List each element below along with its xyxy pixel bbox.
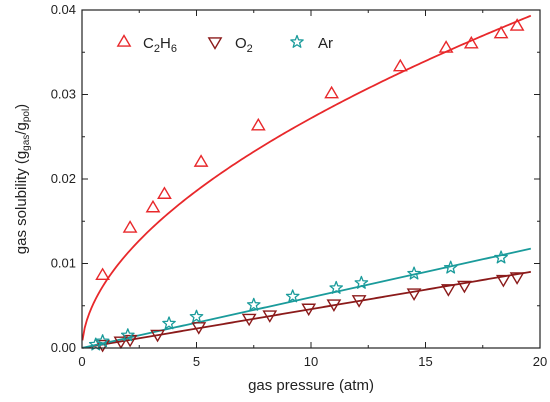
data-point-ar (95, 334, 110, 348)
data-point-o2 (113, 336, 129, 350)
legend-label-ar: Ar (318, 35, 333, 52)
data-point-o2 (241, 313, 257, 327)
y-axis-title: gas solubility (ggas/gpol) (13, 104, 32, 254)
data-point-o2 (351, 295, 367, 308)
y-tick-label: 0.02 (51, 171, 76, 186)
x-tick-label: 15 (418, 354, 432, 369)
axis-ticks: 0 5 10 15 20 0.00 0.01 0.02 0.03 0.04 (51, 2, 548, 369)
data-point-ar (285, 289, 300, 303)
data-point-c2h6 (493, 25, 509, 39)
x-tick-label: 10 (304, 354, 318, 369)
data-point-o2 (150, 329, 165, 343)
data-point-ar (120, 328, 135, 342)
legend-marker-ar (290, 34, 304, 48)
data-point-o2 (509, 272, 525, 285)
data-point-o2 (457, 280, 472, 294)
fit-curves (81, 14, 532, 349)
data-point-c2h6 (250, 117, 266, 131)
data-point-ar (246, 297, 261, 311)
y-tick-label: 0.01 (51, 256, 76, 271)
x-tick-label: 20 (533, 354, 547, 369)
data-point-ar (443, 260, 458, 274)
fit-line-o2 (82, 270, 531, 349)
y-tick-label: 0.03 (51, 87, 76, 102)
data-point-c2h6 (438, 40, 454, 53)
x-tick-label: 5 (193, 354, 200, 369)
y-tick-label: 0.04 (51, 2, 76, 17)
data-point-c2h6 (463, 35, 479, 49)
data-point-c2h6 (193, 154, 209, 167)
x-axis-title: gas pressure (atm) (248, 377, 374, 394)
data-point-ar (162, 316, 176, 330)
legend-symbol-ar (290, 34, 304, 48)
data-point-ar (189, 309, 204, 323)
y-axis-title-mid: /g (13, 122, 30, 135)
y-axis-title-base: gas solubility (g (13, 151, 30, 254)
data-point-c2h6 (392, 58, 408, 72)
y-axis-title-sub-gas: gas (21, 135, 32, 151)
y-tick-label: 0.00 (51, 340, 76, 355)
data-point-o2 (406, 288, 422, 301)
legend-marker-o2 (207, 37, 223, 50)
data-point-o2 (191, 322, 207, 335)
legend: C2H6 O2 Ar (116, 34, 333, 55)
legend-label-c2h6: C2H6 (143, 35, 177, 55)
x-tick-label: 0 (78, 354, 85, 369)
data-point-ar (407, 266, 421, 280)
fit-line-c2h6 (81, 14, 532, 341)
data-point-c2h6 (157, 186, 172, 199)
legend-symbol-c2h6 (116, 34, 132, 47)
data-point-ar (354, 275, 369, 289)
y-axis-title-sub-pol: pol (21, 109, 32, 122)
data-point-o2 (495, 274, 511, 288)
fit-line-ar (82, 247, 532, 349)
data-point-o2 (122, 334, 138, 348)
data-point-c2h6 (324, 85, 340, 99)
legend-symbol-o2 (207, 37, 223, 50)
data-point-c2h6 (122, 220, 138, 233)
data-point-o2 (326, 299, 342, 312)
data-point-c2h6 (145, 199, 161, 213)
data-point-o2 (441, 284, 456, 297)
data-markers (88, 18, 525, 353)
data-point-ar (329, 280, 344, 294)
legend-label-o2: O2 (235, 35, 253, 55)
y-axis-title-end: ) (13, 104, 30, 109)
data-point-o2 (301, 303, 317, 317)
data-point-o2 (262, 310, 278, 323)
data-point-c2h6 (509, 18, 525, 31)
data-point-c2h6 (95, 267, 111, 281)
data-point-ar (494, 250, 508, 264)
legend-marker-c2h6 (116, 34, 132, 47)
